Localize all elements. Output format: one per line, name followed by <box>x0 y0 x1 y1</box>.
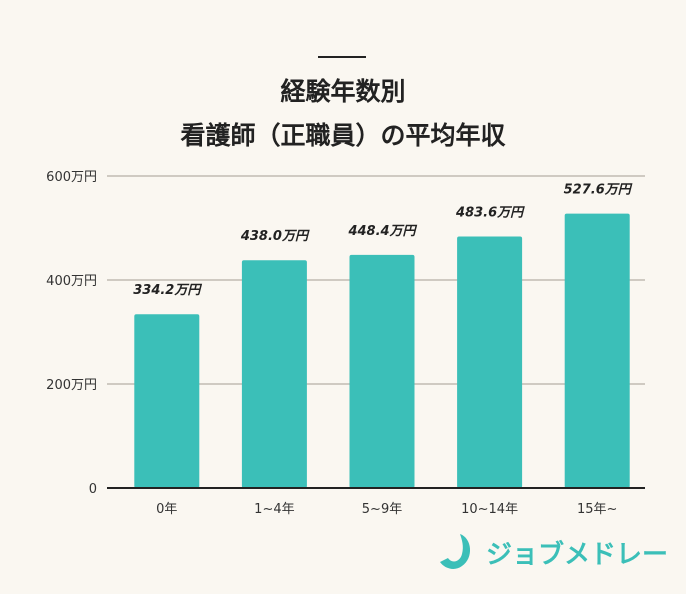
data-label: 448.4万円 <box>347 224 417 239</box>
data-label: 438.0万円 <box>240 229 310 244</box>
y-tick-label: 600万円 <box>46 170 97 185</box>
bar <box>134 314 200 488</box>
jobmedley-logo: ジョブメドレー <box>438 532 668 572</box>
bar <box>457 236 523 488</box>
x-tick-label: 0年 <box>156 502 177 517</box>
y-tick-label: 0 <box>89 482 97 497</box>
x-tick-label: 1~4年 <box>254 502 294 517</box>
chart-title-line2: 看護師（正職員）の平均年収 <box>180 121 506 150</box>
bar <box>349 254 415 488</box>
chart-title-line1: 経験年数別 <box>280 77 406 106</box>
logo-icon <box>440 534 471 569</box>
y-tick-label: 400万円 <box>46 274 97 289</box>
x-tick-label: 5~9年 <box>362 502 402 517</box>
data-label: 483.6万円 <box>455 206 525 221</box>
x-tick-label: 15年~ <box>577 502 617 517</box>
logo-text: ジョブメドレー <box>486 539 669 570</box>
title-decoration <box>318 56 366 58</box>
y-tick-label: 200万円 <box>46 378 97 393</box>
bar <box>564 213 630 488</box>
x-tick-label: 10~14年 <box>461 502 518 517</box>
data-label: 334.2万円 <box>133 283 202 298</box>
bar <box>241 260 307 488</box>
data-label: 527.6万円 <box>564 183 633 198</box>
